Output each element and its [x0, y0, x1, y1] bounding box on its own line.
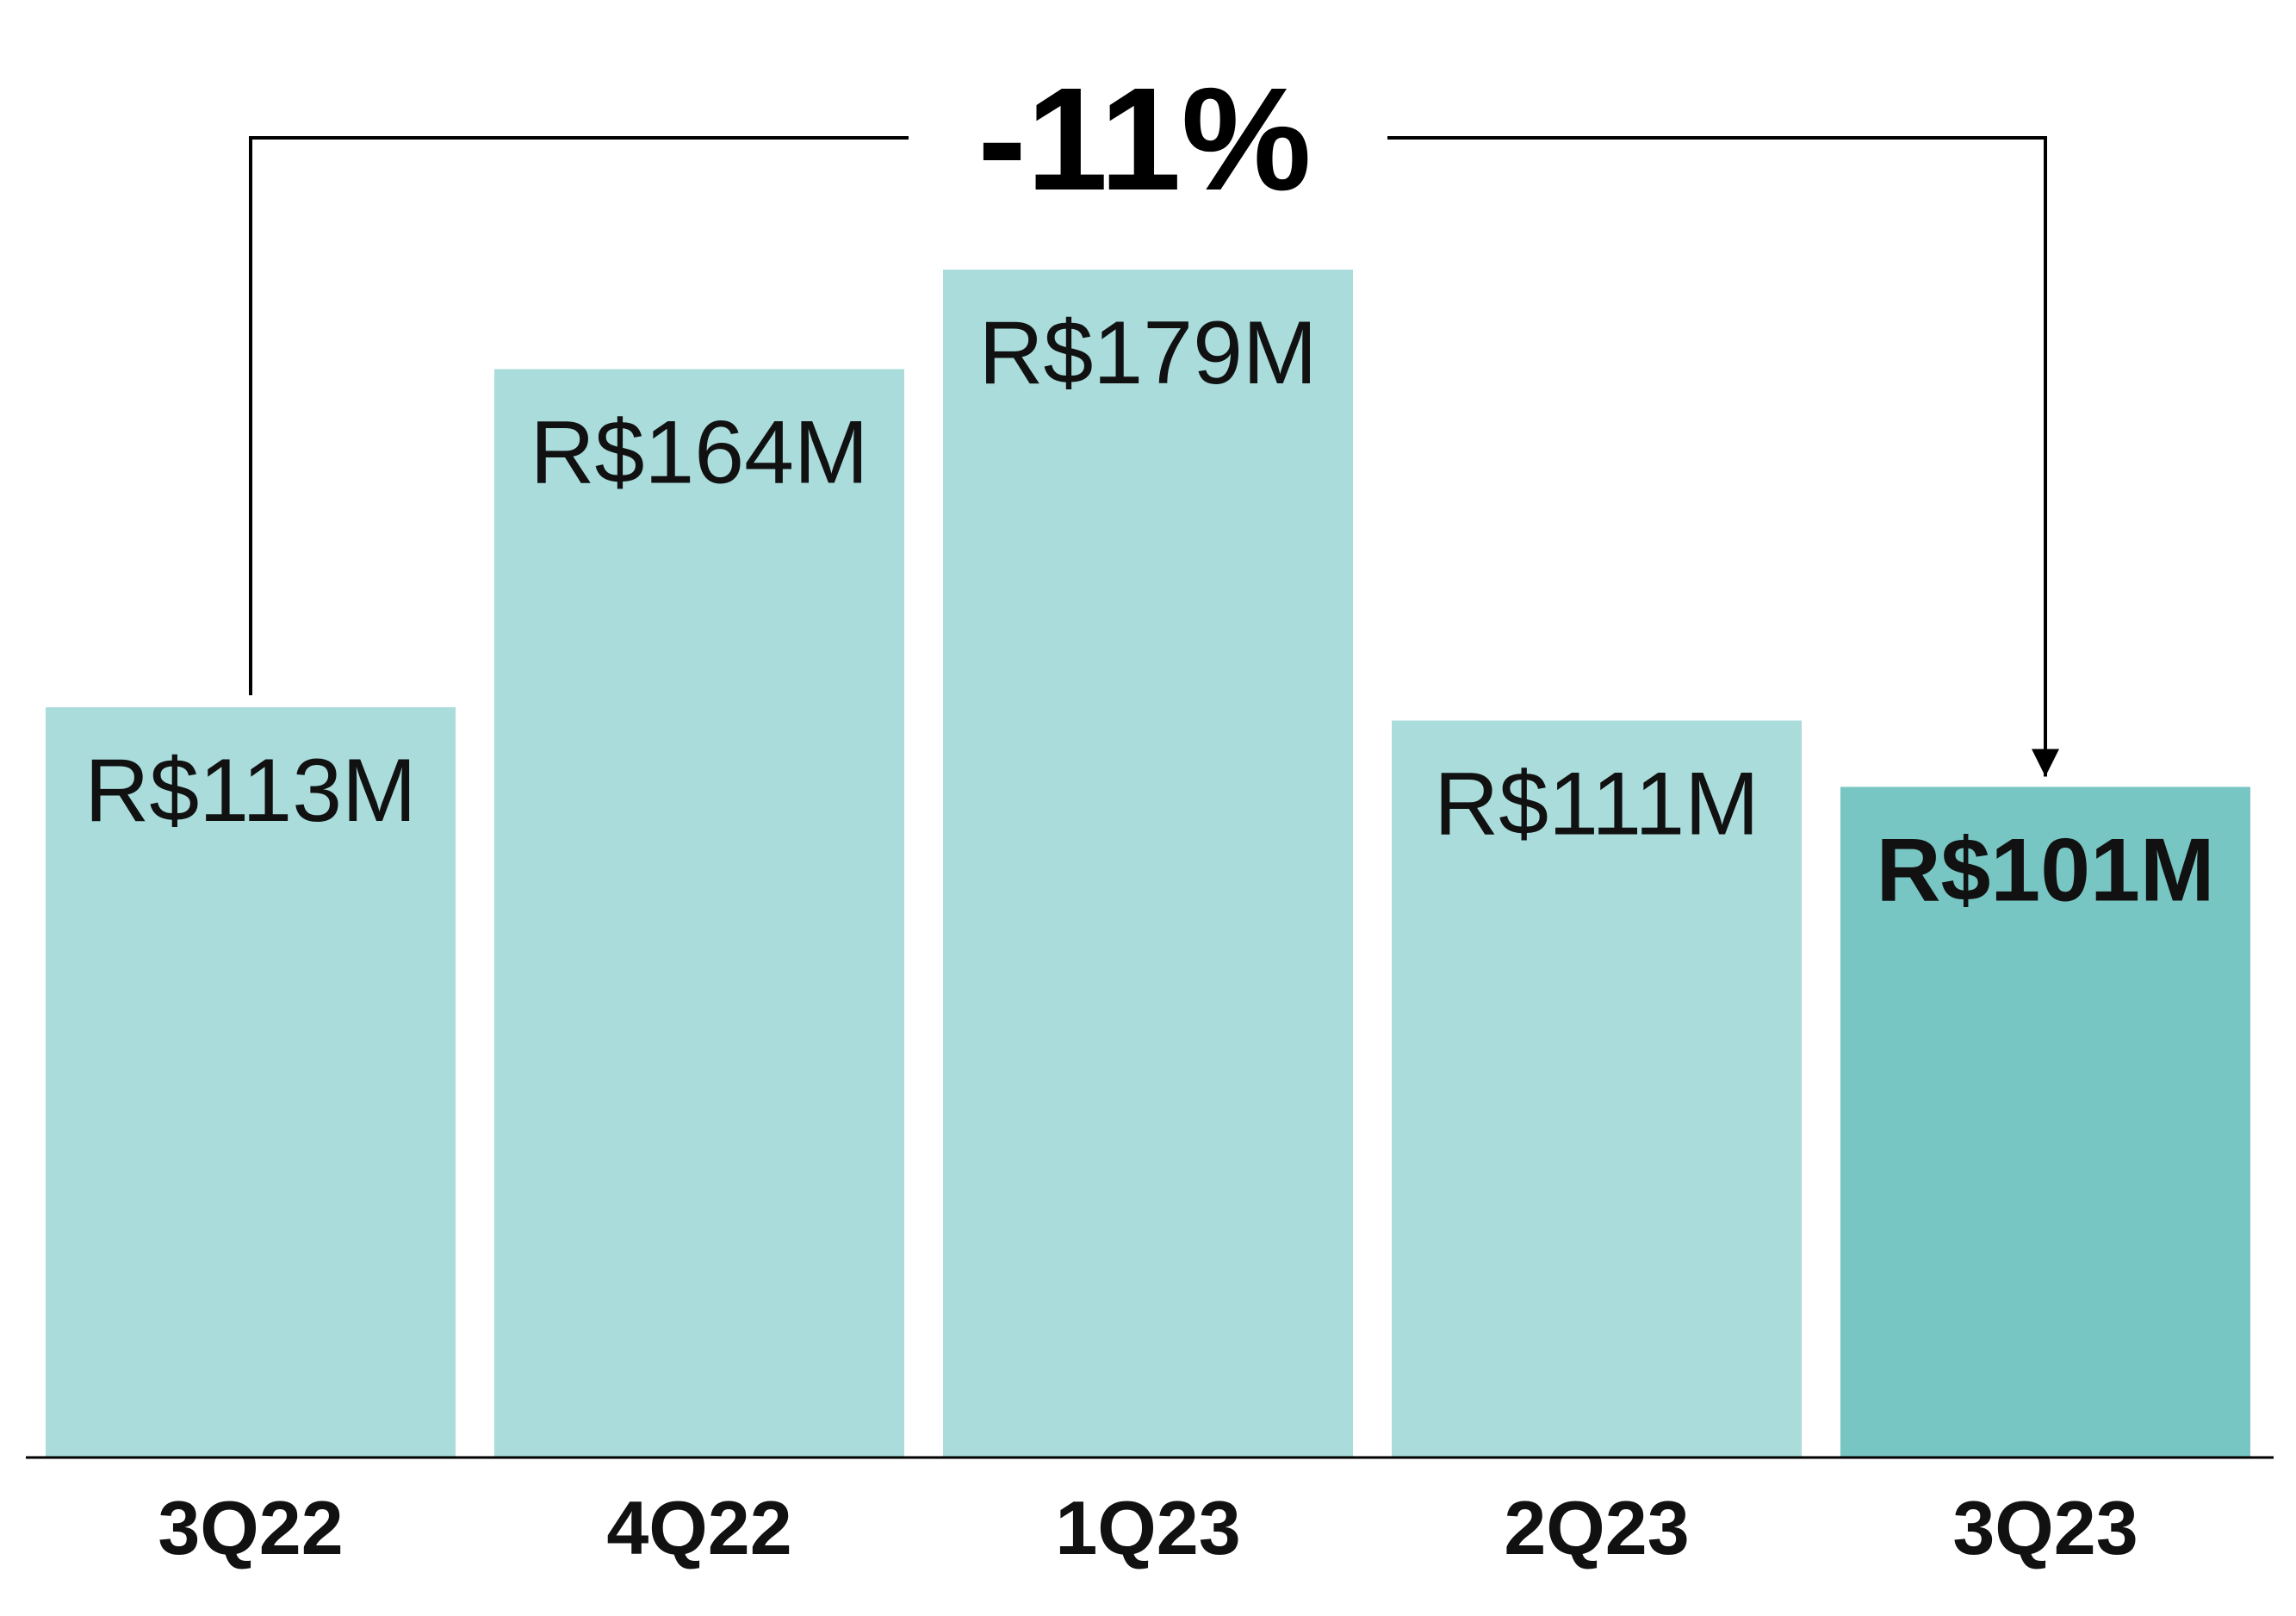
x-tick-label-4q22: 4Q22	[606, 1485, 791, 1570]
value-label-2q23: R$111M	[1434, 754, 1759, 854]
bar-3q22	[46, 707, 456, 1457]
change-percent-label: -11%	[977, 58, 1311, 221]
bar-3q23	[1840, 786, 2250, 1457]
x-tick-label-3q23: 3Q23	[1952, 1485, 2138, 1570]
x-tick-label-3q22: 3Q22	[158, 1485, 343, 1570]
change-annotation: -11%	[249, 58, 2059, 777]
bracket-left-line	[249, 136, 909, 696]
bracket-right-arrow	[1387, 136, 2059, 777]
bars-group	[46, 270, 2250, 1457]
value-label-3q22: R$113M	[84, 741, 416, 841]
bar-1q23	[943, 270, 1353, 1457]
value-label-3q23: R$101M	[1876, 820, 2214, 920]
x-tick-labels-group: 3Q22 4Q22 1Q23 2Q23 3Q23	[158, 1485, 2138, 1570]
value-label-1q23: R$179M	[978, 303, 1317, 403]
bar-2q23	[1392, 720, 1802, 1457]
bar-4q22	[494, 369, 904, 1457]
x-tick-label-1q23: 1Q23	[1055, 1485, 1240, 1570]
x-tick-label-2q23: 2Q23	[1504, 1485, 1689, 1570]
value-label-4q22: R$164M	[530, 402, 868, 502]
value-labels-group: R$113M R$164M R$179M R$111M R$101M	[84, 303, 2214, 920]
